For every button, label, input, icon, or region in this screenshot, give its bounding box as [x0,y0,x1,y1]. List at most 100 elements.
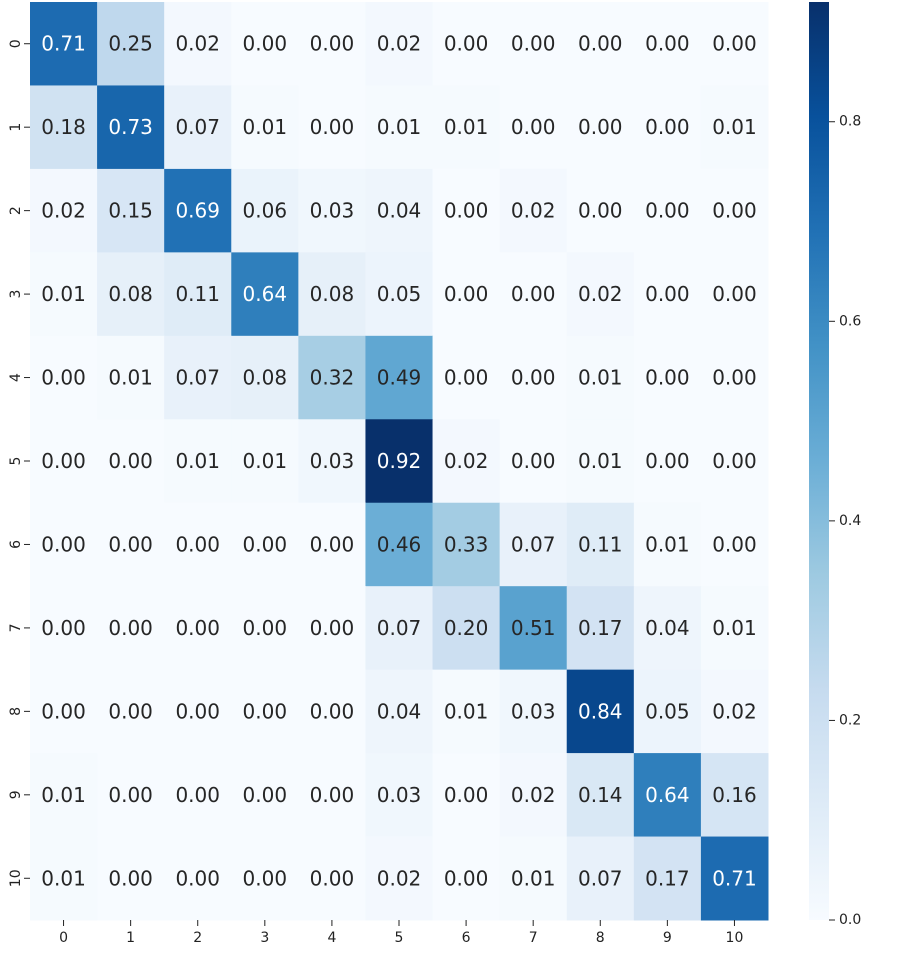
cell-value-label-r0-c8: 0.00 [578,32,623,56]
heatmap-cell-r9-c2 [164,753,232,838]
cell-value-label-r9-c10: 0.16 [712,783,757,807]
cell-value-label-r2-c9: 0.00 [645,199,690,223]
colorbar-tick-label-1: 0.2 [839,712,861,728]
cell-value-label-r4-c2: 0.07 [175,366,220,390]
cell-value-label-r5-c1: 0.00 [108,449,153,473]
cell-value-label-r3-c2: 0.11 [175,282,220,306]
heatmap-cell-r10-c4 [298,836,366,921]
cell-value-label-r2-c3: 0.06 [243,199,288,223]
heatmap-cell-r2-c2 [164,168,232,253]
heatmap-cell-r5-c7 [499,419,568,504]
cell-value-label-r1-c1: 0.73 [108,115,153,139]
heatmap-cell-r6-c8 [566,502,635,587]
heatmap-cell-r2-c6 [432,168,501,253]
heatmap-cell-r10-c7 [499,836,568,921]
heatmap-cell-r6-c5 [365,502,434,587]
cell-value-label-r2-c2: 0.69 [175,199,220,223]
cell-value-label-r9-c4: 0.00 [310,783,355,807]
heatmap-cell-r4-c9 [633,335,702,420]
cell-value-label-r10-c0: 0.01 [41,866,86,890]
cell-value-label-r2-c6: 0.00 [444,199,489,223]
cell-value-label-r2-c1: 0.15 [108,199,153,223]
heatmap-cell-r6-c3 [231,502,299,587]
heatmap-cell-r3-c7 [499,252,568,337]
x-tick-label-10: 10 [726,930,744,946]
x-tick-label-0: 0 [59,930,68,946]
heatmap-cell-r2-c10 [700,168,769,253]
x-tick-label-4: 4 [327,930,336,946]
heatmap-cell-r8-c3 [231,669,299,754]
cell-value-label-r4-c5: 0.49 [377,366,422,390]
cell-value-label-r0-c9: 0.00 [645,32,690,56]
cell-value-label-r4-c1: 0.01 [108,366,153,390]
heatmap-cell-r7-c2 [164,586,232,671]
heatmap-cell-r3-c1 [97,252,165,337]
cell-value-label-r8-c1: 0.00 [108,699,153,723]
cell-value-label-r3-c3: 0.64 [243,282,288,306]
heatmap-cell-r8-c2 [164,669,232,754]
x-tick-label-9: 9 [663,930,672,946]
cell-value-label-r1-c3: 0.01 [243,115,288,139]
cell-value-label-r5-c6: 0.02 [444,449,489,473]
heatmap-cell-r2-c0 [30,168,98,253]
heatmap-cell-r10-c3 [231,836,299,921]
colorbar-tick-label-3: 0.6 [839,313,861,329]
cell-value-label-r9-c5: 0.03 [377,783,422,807]
heatmap-cell-r8-c9 [633,669,702,754]
cell-value-label-r6-c5: 0.46 [377,532,422,556]
heatmap-cell-r0-c6 [432,2,501,86]
heatmap-cell-r5-c10 [700,419,769,504]
colorbar-tick-label-0: 0.0 [839,912,861,928]
heatmap-cell-r2-c7 [499,168,568,253]
cell-value-label-r0-c1: 0.25 [108,32,153,56]
cell-value-label-r4-c8: 0.01 [578,366,623,390]
cell-value-label-r2-c10: 0.00 [712,199,757,223]
heatmap-cell-r5-c3 [231,419,299,504]
cell-value-label-r9-c0: 0.01 [41,783,86,807]
cell-value-label-r6-c9: 0.01 [645,532,690,556]
cell-value-label-r7-c5: 0.07 [377,616,422,640]
y-tick-label-8: 8 [8,707,24,716]
colorbar: 0.0 0.2 0.4 0.6 0.8 [809,2,861,928]
heatmap-cell-r9-c4 [298,753,366,838]
cell-value-label-r9-c7: 0.02 [511,783,556,807]
heatmap-cell-r8-c1 [97,669,165,754]
heatmap-cell-r3-c8 [566,252,635,337]
cell-value-label-r6-c6: 0.33 [444,532,489,556]
heatmap-cell-r7-c7 [499,586,568,671]
heatmap-cell-r10-c10 [700,836,769,921]
heatmap-cell-r4-c0 [30,335,98,420]
y-axis-ticks: 0 1 2 3 4 5 6 7 8 9 10 [8,39,30,887]
cell-value-label-r6-c3: 0.00 [243,532,288,556]
cell-value-label-r6-c4: 0.00 [310,532,355,556]
heatmap-cell-r7-c8 [566,586,635,671]
cell-value-label-r1-c8: 0.00 [578,115,623,139]
cell-value-label-r7-c7: 0.51 [511,616,556,640]
cell-value-label-r8-c2: 0.00 [175,699,220,723]
heatmap-cell-r10-c9 [633,836,702,921]
heatmap-cell-r7-c3 [231,586,299,671]
heatmap-cell-r0-c1 [97,2,165,86]
heatmap-cell-r7-c4 [298,586,366,671]
cell-value-label-r9-c3: 0.00 [243,783,288,807]
cell-value-label-r8-c6: 0.01 [444,699,489,723]
heatmap-cell-r9-c8 [566,753,635,838]
heatmap-cell-r4-c5 [365,335,434,420]
cell-value-label-r10-c9: 0.17 [645,866,690,890]
cell-value-label-r3-c1: 0.08 [108,282,153,306]
heatmap-cell-r7-c6 [432,586,501,671]
cell-value-label-r8-c5: 0.04 [377,699,422,723]
heatmap-cell-r1-c8 [566,85,635,170]
cell-value-label-r3-c9: 0.00 [645,282,690,306]
heatmap-cell-r2-c3 [231,168,299,253]
heatmap-cell-r3-c5 [365,252,434,337]
heatmap-cell-r7-c1 [97,586,165,671]
cell-value-label-r8-c0: 0.00 [41,699,86,723]
cell-value-label-r4-c10: 0.00 [712,366,757,390]
heatmap-cell-r4-c10 [700,335,769,420]
heatmap-cell-r6-c10 [700,502,769,587]
heatmap-cell-r0-c10 [700,2,769,86]
cell-value-label-r4-c0: 0.00 [41,366,86,390]
heatmap-cell-r3-c6 [432,252,501,337]
